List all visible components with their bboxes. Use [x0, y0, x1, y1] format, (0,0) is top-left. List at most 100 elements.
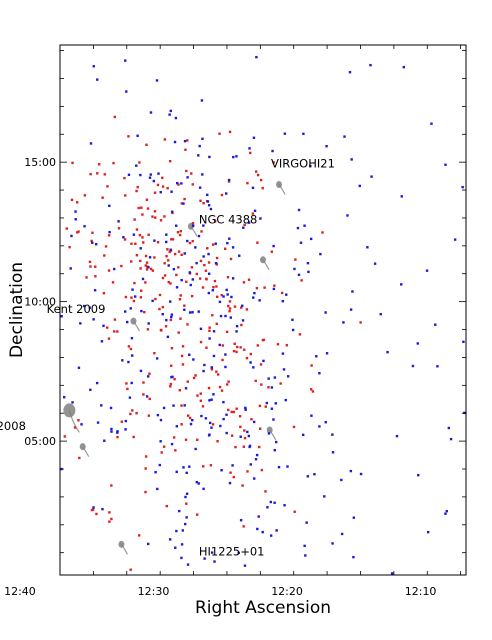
- blue-point: [139, 173, 142, 177]
- blue-point: [182, 466, 185, 469]
- red-point: [130, 242, 133, 245]
- blue-point: [239, 518, 243, 522]
- blue-point: [181, 529, 185, 532]
- red-point: [208, 329, 211, 333]
- red-point: [228, 300, 232, 303]
- red-point: [241, 484, 244, 487]
- blue-point: [154, 470, 157, 474]
- red-point: [211, 423, 215, 426]
- blue-point: [194, 447, 197, 451]
- red-point: [227, 408, 230, 412]
- red-point: [261, 338, 265, 342]
- red-point: [231, 434, 234, 437]
- red-point: [215, 285, 218, 288]
- blue-point: [132, 233, 136, 236]
- blue-point: [302, 132, 305, 136]
- blue-point: [235, 324, 239, 328]
- blue-point: [172, 404, 175, 407]
- blue-point: [183, 404, 186, 407]
- red-point: [208, 326, 211, 329]
- blue-point: [449, 437, 453, 441]
- red-point: [163, 274, 167, 277]
- blue-point: [243, 564, 247, 567]
- blue-point: [175, 529, 178, 533]
- blue-point: [346, 214, 349, 217]
- red-point: [142, 393, 145, 396]
- blue-point: [228, 481, 232, 485]
- blue-point: [183, 139, 187, 143]
- blue-point: [101, 507, 104, 511]
- red-point: [173, 377, 176, 381]
- red-point: [209, 464, 213, 467]
- blue-point: [139, 247, 142, 250]
- red-point: [201, 405, 205, 408]
- blue-point: [253, 477, 256, 480]
- blue-point: [100, 404, 103, 407]
- blue-point: [238, 254, 241, 257]
- blue-point: [139, 369, 143, 373]
- blue-point: [71, 401, 74, 404]
- blue-point: [267, 432, 271, 435]
- blue-point: [252, 296, 255, 299]
- red-point: [215, 256, 219, 260]
- red-point: [116, 435, 119, 439]
- red-point: [145, 261, 149, 264]
- blue-point: [237, 551, 240, 555]
- red-point: [185, 280, 188, 283]
- red-point: [188, 416, 192, 420]
- blue-point: [170, 190, 173, 193]
- blue-point: [95, 381, 99, 385]
- red-point: [181, 363, 185, 366]
- blue-point: [241, 319, 245, 322]
- red-point: [177, 183, 180, 186]
- red-point: [141, 236, 144, 239]
- hi-tail: [82, 446, 90, 457]
- red-point: [113, 330, 116, 333]
- blue-point: [402, 65, 406, 69]
- red-point: [199, 199, 202, 202]
- red-point: [221, 358, 224, 362]
- blue-point: [269, 534, 273, 537]
- red-point: [148, 397, 151, 401]
- blue-point: [352, 555, 355, 559]
- red-point: [216, 373, 220, 376]
- red-point: [264, 490, 267, 493]
- blue-point: [88, 306, 92, 309]
- blue-point: [156, 487, 159, 491]
- red-point: [243, 429, 246, 432]
- red-point: [233, 342, 236, 345]
- blue-point: [324, 421, 327, 424]
- red-point: [190, 172, 193, 175]
- blue-point: [231, 464, 234, 467]
- blue-point: [350, 158, 353, 161]
- blue-point: [159, 418, 163, 422]
- blue-point: [297, 273, 301, 277]
- red-point: [176, 231, 180, 234]
- hi-tail: [190, 225, 198, 237]
- red-point: [169, 382, 173, 386]
- blue-point: [224, 353, 227, 356]
- blue-point: [80, 423, 83, 426]
- blue-point: [69, 267, 72, 270]
- red-point: [144, 455, 148, 458]
- red-point: [153, 191, 157, 194]
- blue-point: [273, 501, 276, 504]
- blue-point: [291, 318, 294, 321]
- blue-point: [304, 554, 307, 557]
- blue-point: [370, 175, 373, 178]
- blue-point: [390, 572, 394, 575]
- blue-point: [174, 116, 178, 120]
- red-point: [97, 163, 101, 166]
- blue-point: [208, 421, 212, 425]
- red-point: [130, 296, 133, 299]
- red-point: [144, 281, 147, 284]
- red-point: [179, 317, 182, 320]
- blue-point: [191, 278, 194, 281]
- red-point: [103, 173, 106, 176]
- red-point: [205, 277, 208, 281]
- blue-point: [165, 318, 168, 322]
- red-point: [227, 304, 230, 308]
- blue-point: [182, 202, 185, 205]
- blue-point: [173, 140, 177, 144]
- blue-point: [103, 439, 106, 442]
